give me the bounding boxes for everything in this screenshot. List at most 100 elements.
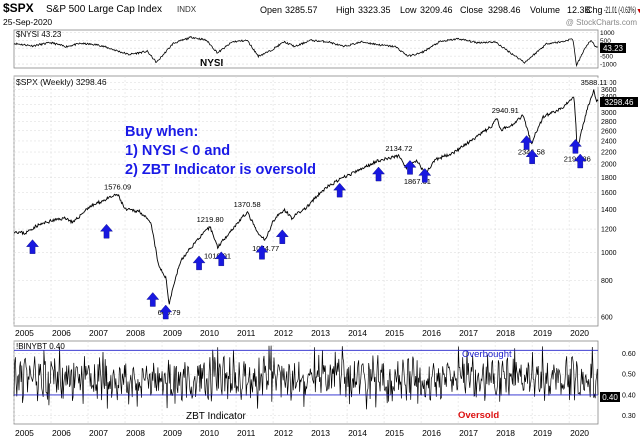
blue-up-arrow-icon [520, 135, 534, 150]
buy-rule-1: 1) NYSI < 0 and [125, 143, 230, 159]
price-y-axis: 3800360034003200300028002600240022002000… [601, 80, 617, 322]
red-down-triangle-icon: ▼ [636, 8, 640, 15]
zbt-x-tick-label: 2005 [15, 428, 34, 438]
price-tick-label: 1400 [601, 207, 617, 214]
nysi-last-value-badge: 43.23 [600, 43, 626, 53]
price-x-tick-label: 2011 [237, 328, 256, 338]
blue-up-arrow-icon [192, 255, 206, 271]
price-panel-frame [13, 75, 599, 327]
chart-header: $SPX S&P 500 Large Cap Index INDX 25-Sep… [3, 1, 640, 27]
price-last-value-badge: 3298.46 [600, 97, 638, 107]
price-tick-label: 1600 [601, 190, 617, 197]
zbt-tick-label: 0.60 [622, 351, 636, 358]
zbt-x-tick-label: 2017 [459, 428, 478, 438]
price-x-tick-label: 2016 [422, 328, 441, 338]
price-x-tick-label: 2007 [89, 328, 108, 338]
blue-up-arrow-icon [418, 168, 432, 183]
price-x-tick-label: 2012 [274, 328, 293, 338]
zbt-panel-label: ZBT Indicator [186, 411, 247, 422]
price-annotation-label: 1576.09 [104, 182, 131, 191]
nysi-panel: $NYSI 43.23 NYSI 10005000-500-1000 43.23 [13, 29, 626, 69]
nysi-panel-frame [13, 29, 599, 69]
blue-up-arrow-icon [146, 292, 160, 307]
close-label: Close [460, 5, 483, 15]
blue-up-arrow-icon [100, 223, 113, 239]
buy-rule-2: 2) ZBT Indicator is oversold [125, 162, 316, 178]
nysi-tick-label: 1000 [600, 30, 615, 37]
overbought-label: Overbought [462, 349, 512, 360]
price-x-tick-label: 2014 [348, 328, 367, 338]
close-value: 3298.46 [488, 5, 521, 15]
ticker-symbol: $SPX [3, 1, 34, 15]
price-x-tick-label: 2010 [200, 328, 219, 338]
price-gridlines [13, 76, 598, 326]
zbt-tick-label: 0.30 [622, 413, 636, 420]
blue-up-arrow-icon [573, 153, 587, 169]
stockcharts-watermark: @ StockCharts.com [566, 18, 638, 27]
price-annotation-label: 3588.11 [581, 78, 608, 87]
price-tick-label: 600 [601, 315, 613, 322]
price-x-tick-label: 2019 [533, 328, 552, 338]
price-annotation-label: 2940.91 [492, 106, 519, 115]
price-tick-label: 2000 [601, 162, 617, 169]
blue-up-arrow-icon [403, 160, 417, 175]
price-tick-label: 1200 [601, 227, 617, 234]
price-tick-label: 2200 [601, 150, 617, 157]
zbt-x-tick-label: 2011 [237, 428, 256, 438]
blue-up-arrow-icon [275, 229, 289, 244]
zbt-x-tick-label: 2006 [52, 428, 71, 438]
blue-up-arrow-icon [159, 304, 173, 320]
price-tick-label: 2800 [601, 119, 617, 126]
high-value: 3323.35 [358, 5, 391, 15]
nysi-legend: $NYSI 43.23 [16, 30, 62, 39]
price-tick-label: 2400 [601, 138, 617, 145]
nysi-series [13, 36, 599, 68]
chg-value: -21.01 (-0.63%) [604, 5, 636, 15]
price-x-tick-label: 2005 [15, 328, 34, 338]
price-tick-label: 1000 [601, 250, 617, 257]
zbt-last-value-badge: 0.40 [600, 392, 620, 402]
price-annotation-bg [486, 106, 519, 116]
zbt-y-axis: 0.60 0.50 0.40 0.30 [622, 351, 636, 420]
price-tick-label: 1800 [601, 175, 617, 182]
price-line [13, 89, 599, 305]
nysi-panel-label: NYSI [200, 58, 224, 69]
price-annotation-bg [231, 200, 264, 210]
zbt-threshold-lines [14, 349, 598, 396]
price-annotation-label: 1074.77 [252, 244, 279, 253]
zbt-x-tick-label: 2015 [385, 428, 404, 438]
zbt-x-axis: 2005 2006 2007 2008 2009 2010 2011 2012 2013 2014… [15, 428, 589, 438]
zbt-x-tick-label: 2016 [422, 428, 441, 438]
zbt-tick-label: 0.40 [622, 392, 636, 399]
price-tick-label: 3000 [601, 110, 617, 117]
zbt-legend: !BINYBT 0.40 [16, 342, 65, 351]
price-x-tick-label: 2017 [459, 328, 478, 338]
low-label: Low [400, 5, 417, 15]
buy-rule-heading: Buy when: [125, 124, 198, 140]
price-annotation-bg [194, 215, 227, 225]
chg-label: Chg [586, 5, 603, 15]
price-legend: $SPX (Weekly) 3298.46 [16, 77, 107, 87]
zbt-x-tick-label: 2018 [496, 428, 515, 438]
zbt-x-tick-label: 2019 [533, 428, 552, 438]
price-annotation-label: 666.79 [158, 308, 181, 317]
zbt-x-tick-label: 2014 [348, 428, 367, 438]
price-series [13, 89, 599, 305]
zbt-x-tick-label: 2020 [570, 428, 589, 438]
blue-up-arrow-icon [372, 166, 385, 182]
low-value: 3209.46 [420, 5, 453, 15]
zbt-tick-label: 0.50 [622, 372, 636, 379]
open-value: 3285.57 [285, 5, 318, 15]
price-annotation-bg [382, 143, 415, 153]
price-annotation-bg [577, 77, 610, 87]
price-x-tick-label: 2013 [311, 328, 330, 338]
zbt-panel: !BINYBT 0.40 0.60 0.50 0.40 0.30 Overbought… [13, 340, 636, 438]
blue-up-arrow-icon [525, 149, 539, 164]
zbt-x-tick-label: 2012 [274, 428, 293, 438]
price-x-tick-label: 2009 [163, 328, 182, 338]
nysi-tick-label: 500 [600, 38, 611, 45]
blue-up-arrow-icon [26, 239, 39, 254]
price-annotation-bg [401, 176, 434, 186]
buy-signal-arrows [26, 135, 587, 320]
